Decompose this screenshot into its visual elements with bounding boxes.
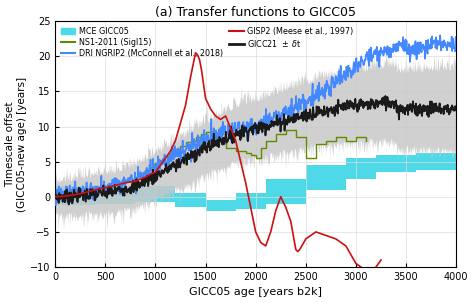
Legend: MCE GICC05, NS1-2011 (Sigl15), DRI NGRIP2 (McConnell et al., 2018), GISP2 (Meese: MCE GICC05, NS1-2011 (Sigl15), DRI NGRIP… (59, 25, 355, 59)
X-axis label: GICC05 age [years b2k]: GICC05 age [years b2k] (189, 288, 322, 298)
Title: (a) Transfer functions to GICC05: (a) Transfer functions to GICC05 (155, 5, 356, 18)
Y-axis label: Timescale offset
(GICC05-new age) [years]: Timescale offset (GICC05-new age) [years… (6, 76, 27, 211)
